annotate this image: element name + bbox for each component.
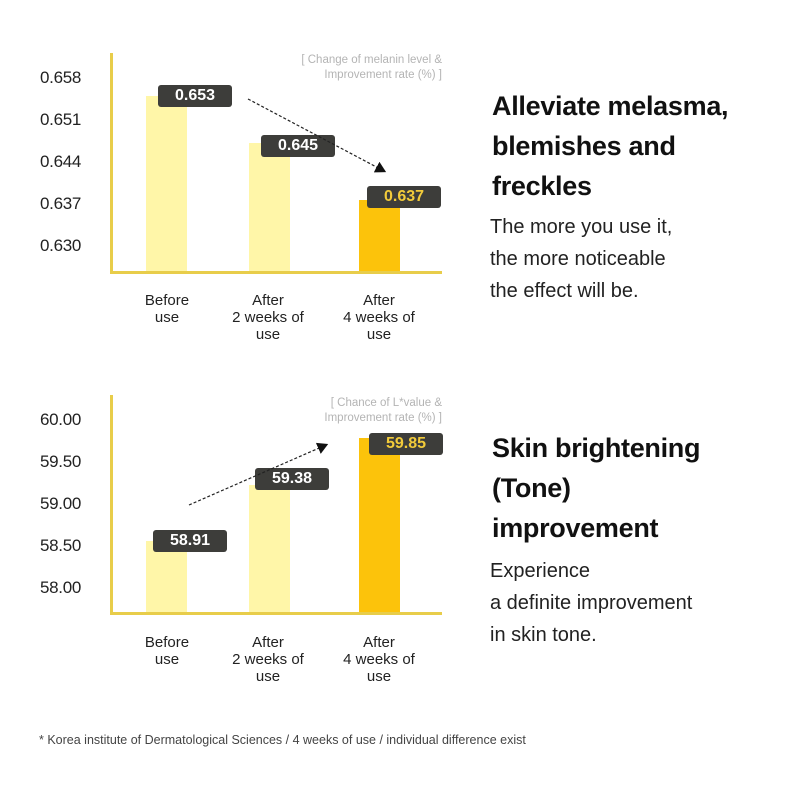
desc-line: Experience — [490, 560, 591, 582]
x-label-line: Before — [144, 292, 190, 309]
x-axis — [110, 612, 442, 615]
x-axis — [110, 271, 442, 274]
heading-line: (Tone) — [492, 473, 571, 503]
x-label-line: After — [363, 292, 395, 309]
chart-note-line: Improvement rate (%) ] — [324, 412, 442, 424]
x-label-line: 4 weeks of — [343, 309, 415, 326]
desc-line: the effect will be. — [490, 280, 639, 302]
y-tick: 60.00 — [40, 410, 82, 429]
y-tick: 0.644 — [40, 152, 82, 171]
value-label: 58.91 — [153, 530, 227, 552]
bar-after-2-weeks — [249, 485, 290, 612]
x-label-line: 4 weeks of — [343, 651, 415, 668]
x-label-line: use — [255, 668, 281, 685]
y-tick: 59.00 — [40, 494, 82, 513]
x-label-line: After — [252, 634, 284, 651]
bar-before-use — [146, 541, 187, 612]
x-label: After 4 weeks of use — [324, 292, 434, 343]
x-label: Before use — [112, 634, 222, 668]
section2-description: Experience a definite improvement in ski… — [490, 555, 692, 651]
x-label-line: use — [366, 668, 392, 685]
y-tick: 58.50 — [40, 536, 82, 555]
footnote: * Korea institute of Dermatological Scie… — [39, 733, 526, 747]
x-label-line: After — [363, 634, 395, 651]
y-tick: 59.50 — [40, 452, 82, 471]
x-label-line: 2 weeks of — [232, 651, 304, 668]
y-axis — [110, 53, 113, 274]
bar-after-4-weeks — [359, 200, 400, 271]
bar-after-2-weeks — [249, 143, 290, 271]
heading-line: blemishes and — [492, 131, 676, 161]
section1-description: The more you use it, the more noticeable… — [490, 211, 672, 307]
value-label-highlight: 0.637 — [367, 186, 441, 208]
x-label-line: Before — [144, 634, 190, 651]
heading-line: improvement — [492, 513, 659, 543]
desc-line: the more noticeable — [490, 248, 666, 270]
heading-line: Alleviate melasma, — [492, 91, 729, 121]
chart-note: [ Change of melanin level & Improvement … — [242, 53, 442, 83]
y-tick: 0.658 — [40, 68, 82, 87]
heading-line: freckles — [492, 171, 592, 201]
heading-line: Skin brightening — [492, 433, 701, 463]
y-tick: 0.651 — [40, 110, 82, 129]
value-label: 59.38 — [255, 468, 329, 490]
x-label-line: use — [154, 309, 180, 326]
x-label: After 2 weeks of use — [213, 292, 323, 343]
section2-heading: Skin brightening (Tone) improvement — [492, 428, 701, 548]
desc-line: a definite improvement — [490, 592, 693, 614]
x-label: After 4 weeks of use — [324, 634, 434, 685]
bar-after-4-weeks — [359, 438, 400, 612]
desc-line: The more you use it, — [490, 216, 673, 238]
x-label: Before use — [112, 292, 222, 326]
y-tick: 0.630 — [40, 236, 82, 255]
value-label: 0.645 — [261, 135, 335, 157]
y-tick: 0.637 — [40, 194, 82, 213]
desc-line: in skin tone. — [490, 624, 597, 646]
chart-note-line: [ Change of melanin level & — [301, 54, 442, 66]
x-label-line: use — [154, 651, 180, 668]
x-label-line: use — [366, 326, 392, 343]
x-label: After 2 weeks of use — [213, 634, 323, 685]
x-label-line: use — [255, 326, 281, 343]
value-label-highlight: 59.85 — [369, 433, 443, 455]
chart-note-line: [ Chance of L*value & — [330, 397, 442, 409]
chart-note: [ Chance of L*value & Improvement rate (… — [242, 396, 442, 426]
x-label-line: 2 weeks of — [232, 309, 304, 326]
section1-heading: Alleviate melasma, blemishes and freckle… — [492, 86, 729, 206]
chart-note-line: Improvement rate (%) ] — [324, 69, 442, 81]
x-label-line: After — [252, 292, 284, 309]
bar-before-use — [146, 96, 187, 271]
y-axis — [110, 395, 113, 615]
value-label: 0.653 — [158, 85, 232, 107]
y-tick: 58.00 — [40, 578, 82, 597]
